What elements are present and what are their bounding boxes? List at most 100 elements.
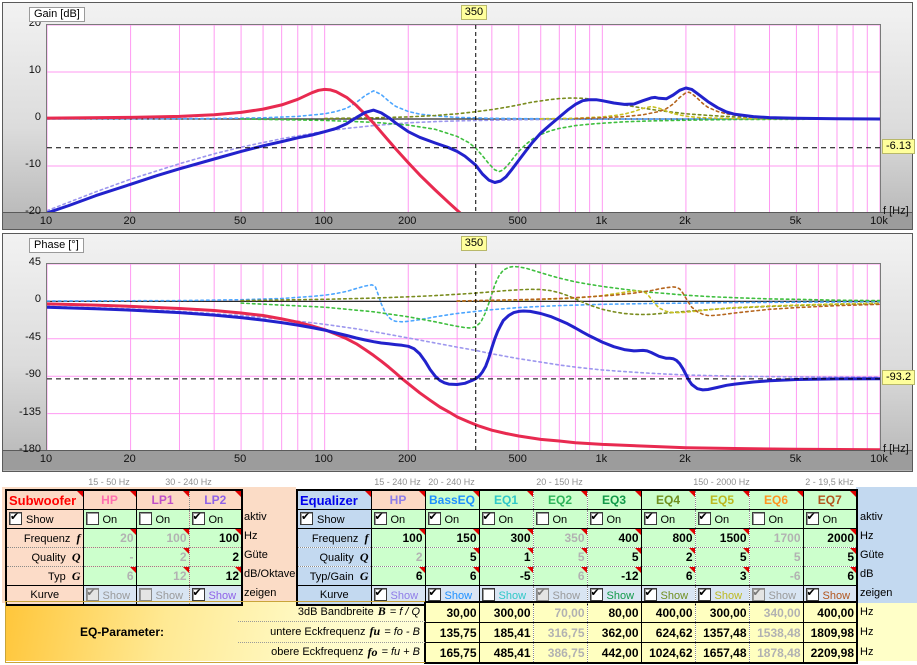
param-r1-c7[interactable]: 1809,98 [802, 622, 857, 643]
sub-HP-q-value[interactable]: - [82, 547, 136, 567]
param-r0-c7[interactable]: 400,00 [802, 602, 857, 623]
eq-EQ6-g-value[interactable]: -6 [748, 566, 803, 586]
eq-EQ7-kurve-checkbox[interactable] [805, 586, 819, 601]
param-r0-c4[interactable]: 400,00 [640, 602, 695, 623]
eq-col-EQ5[interactable]: EQ5 [694, 490, 749, 510]
eq-EQ3-f-value[interactable]: 400 [586, 528, 641, 548]
param-r1-c4[interactable]: 624,62 [640, 622, 695, 643]
sub-HP-on-checkbox[interactable] [85, 512, 99, 525]
phase-cursor-label[interactable]: 350 [460, 236, 488, 251]
eq-EQ7-q-value[interactable]: 5 [802, 547, 857, 567]
eq-col-EQ1[interactable]: EQ1 [478, 490, 533, 510]
eq-EQ5-g-value[interactable]: 3 [694, 566, 749, 586]
param-r2-c4[interactable]: 1024,62 [640, 642, 695, 663]
param-r2-c3[interactable]: 442,00 [586, 642, 641, 663]
param-r1-c0[interactable]: 135,75 [424, 622, 479, 643]
eq-EQ3-q-value[interactable]: 5 [586, 547, 641, 567]
param-r1-c1[interactable]: 185,41 [478, 622, 533, 643]
eq-HP-kurve-checkbox[interactable] [373, 586, 387, 601]
param-r0-c0[interactable]: 30,00 [424, 602, 479, 623]
eq-HP-on-checkbox[interactable] [373, 511, 387, 525]
sub-show-checkbox[interactable] [9, 511, 22, 525]
eq-EQ6-on-checkbox[interactable] [751, 512, 765, 525]
param-r1-c2[interactable]: 316,75 [532, 622, 587, 643]
sub-LP1-g-value[interactable]: 12 [135, 566, 189, 586]
gain-marker-label[interactable]: -6.13 [882, 138, 916, 154]
sub-LP1-q-value[interactable]: 2 [135, 547, 189, 567]
sub-col-LP2[interactable]: LP2 [188, 490, 242, 510]
eq-EQ3-kurve-checkbox[interactable] [589, 586, 603, 601]
eq-HP-q-value[interactable]: 2 [370, 547, 425, 567]
eq-EQ2-f-value[interactable]: 350 [532, 528, 587, 548]
param-r1-c6[interactable]: 1538,48 [748, 622, 803, 643]
eq-EQ1-on-checkbox[interactable] [481, 511, 495, 525]
eq-EQ2-on-checkbox[interactable] [535, 512, 549, 525]
param-r2-c7[interactable]: 2209,98 [802, 642, 857, 663]
eq-EQ1-kurve-checkbox[interactable] [481, 588, 495, 601]
param-r2-c5[interactable]: 1657,48 [694, 642, 749, 663]
eq-EQ4-f-value[interactable]: 800 [640, 528, 695, 548]
eq-EQ7-f-value[interactable]: 2000 [802, 528, 857, 548]
eq-BassEQ-kurve-checkbox[interactable] [427, 586, 441, 601]
param-r2-c0[interactable]: 165,75 [424, 642, 479, 663]
eq-EQ5-f-value[interactable]: 1500 [694, 528, 749, 548]
param-r0-c2[interactable]: 70,00 [532, 602, 587, 623]
eq-BassEQ-f-value[interactable]: 150 [424, 528, 479, 548]
sub-LP2-g-value[interactable]: 12 [188, 566, 242, 586]
eq-EQ2-kurve-checkbox[interactable] [535, 586, 549, 601]
param-r1-c5[interactable]: 1357,48 [694, 622, 749, 643]
sub-col-LP1[interactable]: LP1 [135, 490, 189, 510]
param-r2-c1[interactable]: 485,41 [478, 642, 533, 663]
eq-EQ3-g-value[interactable]: -12 [586, 566, 641, 586]
eq-EQ4-g-value[interactable]: 6 [640, 566, 695, 586]
eq-BassEQ-g-value[interactable]: 6 [424, 566, 479, 586]
eq-col-EQ3[interactable]: EQ3 [586, 490, 641, 510]
eq-EQ5-on-checkbox[interactable] [697, 511, 711, 525]
sub-LP2-q-value[interactable]: 2 [188, 547, 242, 567]
param-r0-c3[interactable]: 80,00 [586, 602, 641, 623]
eq-EQ6-kurve-checkbox[interactable] [751, 586, 765, 601]
eq-col-EQ6[interactable]: EQ6 [748, 490, 803, 510]
gain-cursor-label[interactable]: 350 [460, 5, 488, 20]
eq-HP-f-value[interactable]: 100 [370, 528, 425, 548]
sub-HP-kurve-checkbox[interactable] [85, 586, 99, 601]
param-r1-c3[interactable]: 362,00 [586, 622, 641, 643]
sub-LP2-on-checkbox[interactable] [191, 511, 205, 525]
sub-LP1-kurve-checkbox[interactable] [138, 588, 152, 601]
eq-EQ5-kurve-checkbox[interactable] [697, 586, 711, 601]
eq-EQ5-q-value[interactable]: 5 [694, 547, 749, 567]
eq-col-EQ2[interactable]: EQ2 [532, 490, 587, 510]
sub-HP-g-value[interactable]: 6 [82, 566, 136, 586]
eq-EQ6-f-value[interactable]: 1700 [748, 528, 803, 548]
eq-EQ1-g-value[interactable]: -5 [478, 566, 533, 586]
eq-HP-g-value[interactable]: 6 [370, 566, 425, 586]
phase-marker-label[interactable]: -93.2 [882, 369, 916, 385]
sub-col-HP[interactable]: HP [82, 490, 136, 510]
sub-LP1-on-checkbox[interactable] [138, 512, 152, 525]
param-r2-c2[interactable]: 386,75 [532, 642, 587, 663]
eq-BassEQ-on-checkbox[interactable] [427, 511, 441, 525]
eq-EQ4-kurve-checkbox[interactable] [643, 586, 657, 601]
eq-EQ2-g-value[interactable]: 6 [532, 566, 587, 586]
param-r0-c6[interactable]: 340,00 [748, 602, 803, 623]
eq-col-EQ7[interactable]: EQ7 [802, 490, 857, 510]
eq-EQ7-g-value[interactable]: 6 [802, 566, 857, 586]
eq-col-EQ4[interactable]: EQ4 [640, 490, 695, 510]
sub-LP1-f-value[interactable]: 100 [135, 528, 189, 548]
param-r0-c5[interactable]: 300,00 [694, 602, 749, 623]
sub-LP2-kurve-checkbox[interactable] [191, 586, 205, 601]
eq-BassEQ-q-value[interactable]: 5 [424, 547, 479, 567]
eq-EQ1-q-value[interactable]: 1 [478, 547, 533, 567]
eq-EQ3-on-checkbox[interactable] [589, 511, 603, 525]
eq-EQ1-f-value[interactable]: 300 [478, 528, 533, 548]
sub-HP-f-value[interactable]: 20 [82, 528, 136, 548]
eq-EQ4-q-value[interactable]: 2 [640, 547, 695, 567]
param-r2-c6[interactable]: 1878,48 [748, 642, 803, 663]
eq-EQ7-on-checkbox[interactable] [805, 511, 819, 525]
sub-LP2-f-value[interactable]: 100 [188, 528, 242, 548]
eq-show-checkbox[interactable] [300, 511, 313, 525]
eq-EQ6-q-value[interactable]: 5 [748, 547, 803, 567]
eq-EQ2-q-value[interactable]: 5 [532, 547, 587, 567]
eq-EQ4-on-checkbox[interactable] [643, 511, 657, 525]
eq-col-BassEQ[interactable]: BassEQ [424, 490, 479, 510]
